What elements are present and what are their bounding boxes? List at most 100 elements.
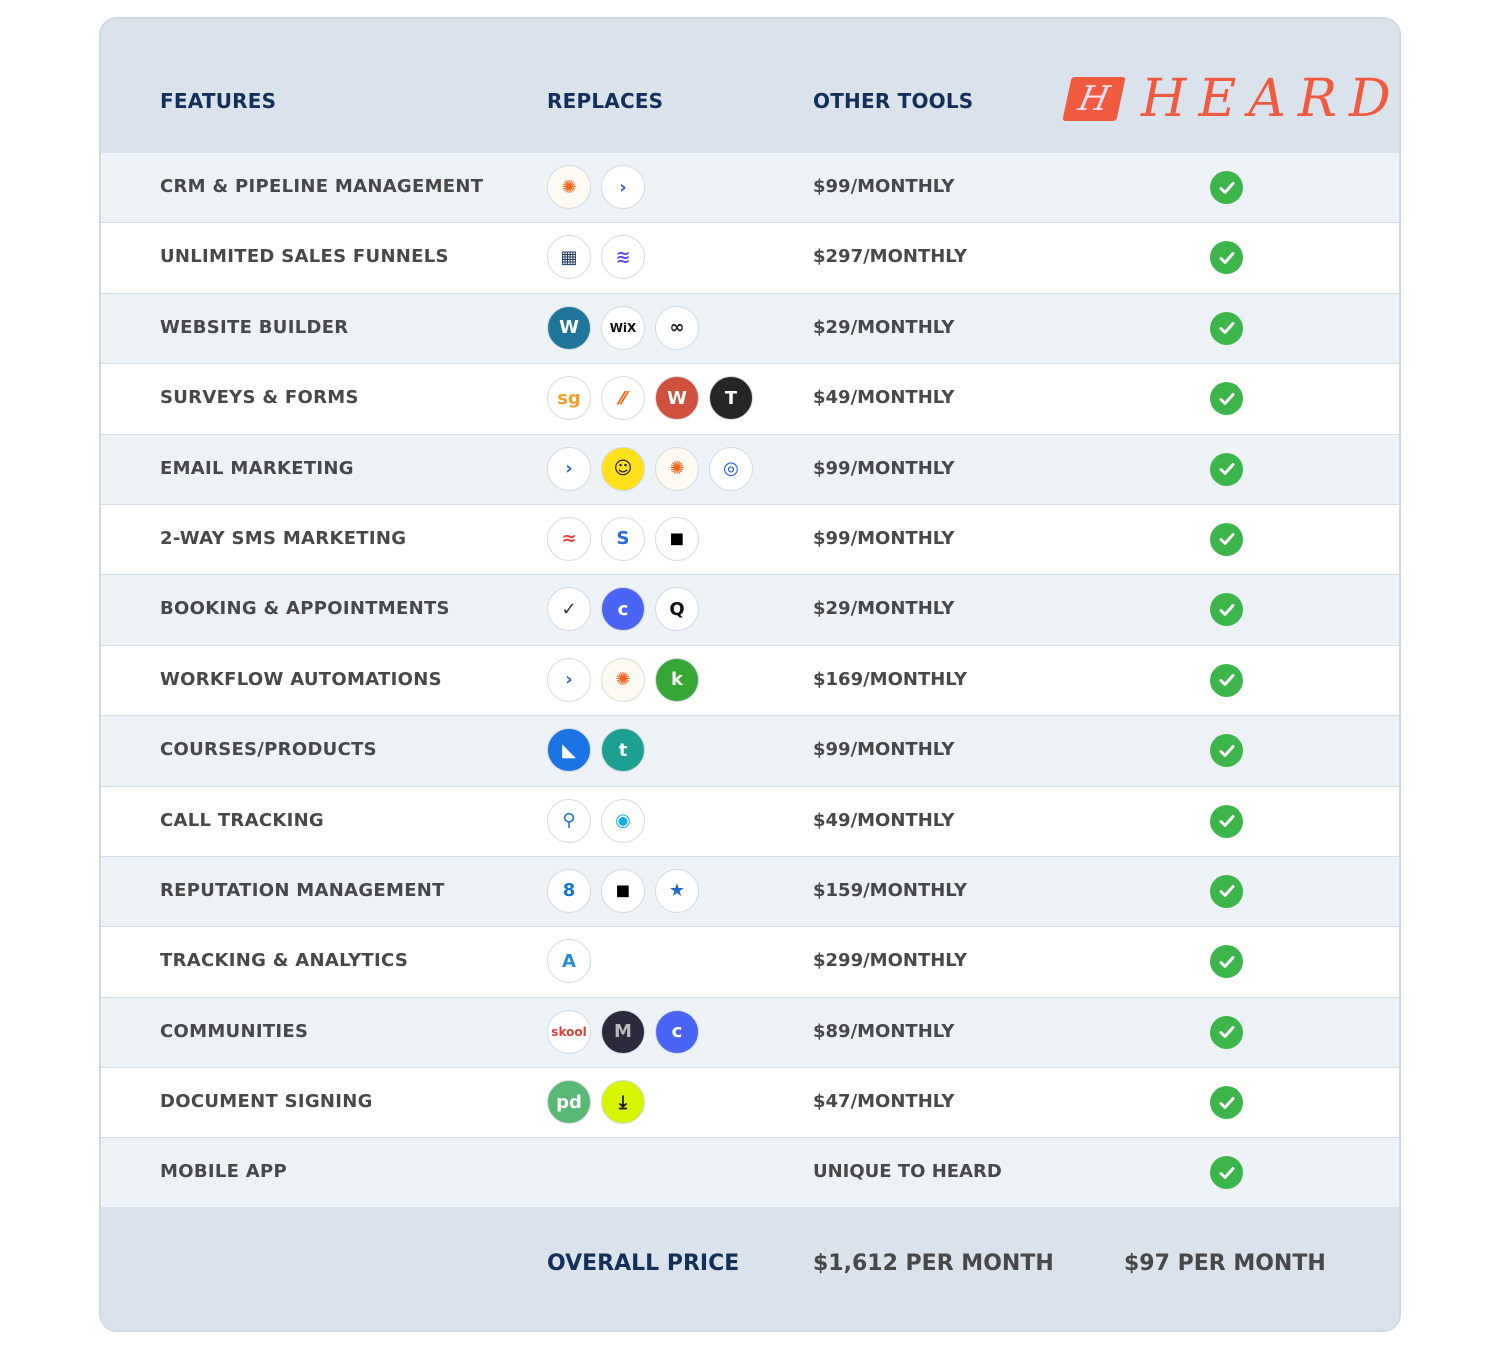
feature-name: UNLIMITED SALES FUNNELS xyxy=(160,246,449,268)
table-row: COURSES/PRODUCTS ◣ t $99/MONTHLY xyxy=(101,716,1399,787)
feature-name: CRM & PIPELINE MANAGEMENT xyxy=(160,176,484,197)
check-icon xyxy=(1210,1015,1243,1049)
table-row: CALL TRACKING ⚲ ◉ $49/MONTHLY xyxy=(101,786,1399,857)
hubspot-icon: ✺ xyxy=(655,446,699,491)
feature-name: WEBSITE BUILDER xyxy=(160,316,349,338)
replaced-tools: ⚲ ◉ xyxy=(547,798,645,843)
s-logo-icon: S xyxy=(601,516,645,561)
other-tools-price: $99/MONTHLY xyxy=(813,527,955,549)
header-other-tools: OTHER TOOLS xyxy=(813,89,974,113)
feature-name: BOOKING & APPOINTMENTS xyxy=(160,598,450,620)
check-icon xyxy=(1210,945,1243,979)
other-tools-price: $29/MONTHLY xyxy=(813,598,955,620)
replaced-tools: ◣ t xyxy=(547,728,645,773)
feature-name: EMAIL MARKETING xyxy=(160,457,354,479)
feature-name: MOBILE APP xyxy=(160,1161,287,1183)
check-icon xyxy=(1210,452,1243,486)
callrail-icon: ⚲ xyxy=(547,798,591,843)
typeform-icon: T xyxy=(709,376,753,421)
table-row: TRACKING & ANALYTICS A $299/MONTHLY xyxy=(101,927,1399,998)
table-row: WEBSITE BUILDER W WiX ∞ $29/MONTHLY xyxy=(101,293,1399,365)
wix-icon: WiX xyxy=(601,305,645,350)
replaced-tools: A xyxy=(547,939,591,984)
table-row: CRM & PIPELINE MANAGEMENT ✺ › $99/MONTHLY xyxy=(101,153,1399,224)
podium-icon: ◼ xyxy=(655,516,699,561)
other-tools-price: $99/MONTHLY xyxy=(813,739,955,761)
circle-icon: c xyxy=(655,1009,699,1054)
check-icon xyxy=(1210,804,1243,838)
mighty-icon: M xyxy=(601,1009,645,1054)
replaced-tools: sg ⁄⁄ W T xyxy=(547,376,753,421)
table-row: DOCUMENT SIGNING pd ⤓ $47/MONTHLY xyxy=(101,1068,1399,1139)
check-icon xyxy=(1210,874,1243,908)
table-row: BOOKING & APPOINTMENTS ✓ c Q $29/MONTHLY xyxy=(101,575,1399,646)
overall-price-label: OVERALL PRICE xyxy=(547,1251,740,1276)
layers-icon: ≋ xyxy=(601,235,645,280)
calendly-icon: c xyxy=(601,587,645,632)
check-icon xyxy=(1210,663,1243,697)
q-logo-icon: Q xyxy=(655,587,699,632)
table-footer: OVERALL PRICE $1,612 PER MONTH $97 PER M… xyxy=(101,1207,1399,1330)
check-icon xyxy=(1210,522,1243,556)
check-icon xyxy=(1210,171,1243,204)
activecampaign-icon: › xyxy=(547,446,591,491)
birdeye-icon: 8 xyxy=(547,868,591,913)
wufoo-icon: W xyxy=(655,376,699,421)
feature-name: REPUTATION MANAGEMENT xyxy=(160,879,445,901)
replaced-tools: 8 ◼ ★ xyxy=(547,868,699,913)
table-row: UNLIMITED SALES FUNNELS ▦ ≋ $297/MONTHLY xyxy=(101,223,1399,294)
check-icon xyxy=(1210,382,1243,416)
other-tools-total: $1,612 PER MONTH xyxy=(813,1251,1054,1276)
analytics-a-icon: A xyxy=(547,939,591,984)
star-icon: ★ xyxy=(655,868,699,913)
teachable-icon: t xyxy=(601,728,645,773)
layered-arches-icon: ≈ xyxy=(547,516,591,561)
other-tools-price: $49/MONTHLY xyxy=(813,387,955,409)
table-row: MOBILE APP UNIQUE TO HEARD xyxy=(101,1138,1399,1209)
heard-logo-word: HEARD xyxy=(1141,69,1401,129)
constant-contact-icon: ◎ xyxy=(709,446,753,491)
heard-logo-mark: H xyxy=(1062,77,1126,121)
other-tools-price: $47/MONTHLY xyxy=(813,1091,955,1113)
other-tools-price: $159/MONTHLY xyxy=(813,879,967,901)
check-icon xyxy=(1210,1156,1243,1190)
wordpress-icon: W xyxy=(547,305,591,350)
other-tools-price: $29/MONTHLY xyxy=(813,316,955,338)
replaced-tools: › ☺ ✺ ◎ xyxy=(547,446,753,491)
feature-name: WORKFLOW AUTOMATIONS xyxy=(160,668,442,690)
feature-name: 2-WAY SMS MARKETING xyxy=(160,527,407,549)
check-icon xyxy=(1210,734,1243,768)
replaced-tools: ✺ › xyxy=(547,165,645,209)
check-icon xyxy=(1210,593,1243,627)
table-body: CRM & PIPELINE MANAGEMENT ✺ › $99/MONTHLY U… xyxy=(101,153,1399,1209)
podium-icon: ◼ xyxy=(601,868,645,913)
heard-logo: H HEARD xyxy=(1062,69,1401,129)
surveygizmo-icon: sg xyxy=(547,376,591,421)
other-tools-price: $89/MONTHLY xyxy=(813,1020,955,1042)
replaced-tools: W WiX ∞ xyxy=(547,305,699,350)
table-row: REPUTATION MANAGEMENT 8 ◼ ★ $159/MONTHLY xyxy=(101,856,1399,928)
other-tools-price: UNIQUE TO HEARD xyxy=(813,1161,1002,1183)
replaced-tools: pd ⤓ xyxy=(547,1080,645,1125)
other-tools-price: $99/MONTHLY xyxy=(813,457,955,479)
table-row: WORKFLOW AUTOMATIONS › ✺ k $169/MONTHLY xyxy=(101,645,1399,717)
clickfunnels-icon: ▦ xyxy=(547,235,591,280)
kajabi-icon: ◣ xyxy=(547,728,591,773)
replaced-tools: ▦ ≋ xyxy=(547,235,645,280)
hubspot-icon: ✺ xyxy=(547,165,591,209)
heard-total: $97 PER MONTH xyxy=(1124,1251,1326,1276)
download-icon: ⤓ xyxy=(601,1080,645,1125)
replaced-tools: ≈ S ◼ xyxy=(547,516,699,561)
feature-name: CALL TRACKING xyxy=(160,809,325,831)
hubspot-icon: ✺ xyxy=(601,657,645,702)
feature-name: COMMUNITIES xyxy=(160,1020,309,1042)
check-icon xyxy=(1210,311,1243,345)
header-features: FEATURES xyxy=(160,89,277,113)
other-tools-price: $169/MONTHLY xyxy=(813,668,967,690)
table-row: EMAIL MARKETING › ☺ ✺ ◎ $99/MONTHLY xyxy=(101,434,1399,505)
feature-name: DOCUMENT SIGNING xyxy=(160,1091,373,1113)
other-tools-price: $49/MONTHLY xyxy=(813,809,955,831)
other-tools-price: $297/MONTHLY xyxy=(813,246,967,268)
table-header: FEATURES REPLACES OTHER TOOLS H HEARD xyxy=(101,19,1399,153)
